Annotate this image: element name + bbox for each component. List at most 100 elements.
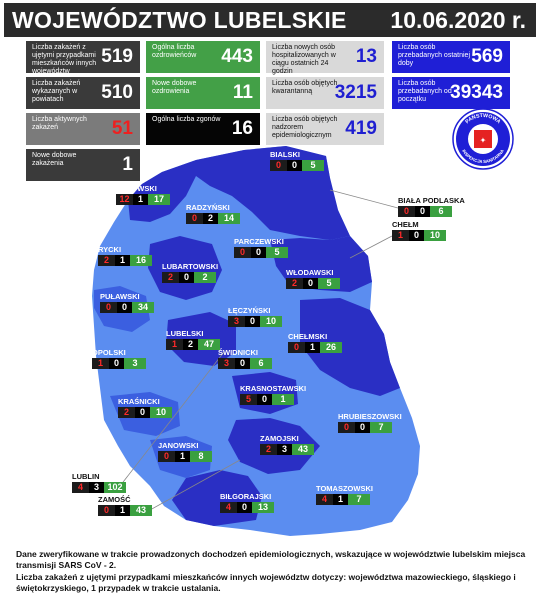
active-cases-box: 4 xyxy=(220,502,237,513)
active-cases-box: 0 xyxy=(186,213,203,224)
region-lublin: LUBLIN 4 3 102 xyxy=(72,472,126,493)
recovered-box: 10 xyxy=(260,316,282,327)
new-cases-box: 2 xyxy=(183,339,198,350)
region-name: RYCKI xyxy=(98,245,122,254)
region-name: ZAMOJSKI xyxy=(260,434,299,443)
active-cases-box: 0 xyxy=(234,247,251,258)
region-name: CHEŁMSKI xyxy=(288,332,328,341)
new-cases-box: 2 xyxy=(203,213,218,224)
svg-text:✦: ✦ xyxy=(480,136,487,145)
region-name: BIALSKI xyxy=(270,150,300,159)
region-lubelski: LUBELSKI 1 2 47 xyxy=(166,329,220,350)
recovered-box: 1 xyxy=(272,394,294,405)
region-name: ŁĘCZYŃSKI xyxy=(228,306,271,315)
new-cases-box: 1 xyxy=(115,255,130,266)
recovered-box: 6 xyxy=(430,206,452,217)
new-cases-box: 1 xyxy=(115,505,130,516)
sanitary-inspection-logo: ✦ PAŃSTWOWA INSPEKCJA SANITARNA xyxy=(452,108,514,170)
active-cases-box: 0 xyxy=(98,505,115,516)
region-name: LUBARTOWSKI xyxy=(162,262,219,271)
recovered-box: 5 xyxy=(302,160,324,171)
region-leczynski: ŁĘCZYŃSKI 3 0 10 xyxy=(228,306,282,327)
new-cases-box: 0 xyxy=(245,316,260,327)
region-pulawski: PUŁAWSKI 0 0 34 xyxy=(100,292,154,313)
recovered-box: 13 xyxy=(252,502,274,513)
region-name: CHEŁM xyxy=(392,220,419,229)
new-cases-box: 3 xyxy=(277,444,292,455)
active-cases-box: 5 xyxy=(240,394,257,405)
region-name: RADZYŃSKI xyxy=(186,203,230,212)
region-name: OPOLSKI xyxy=(92,348,126,357)
region-krasnicki: KRAŚNICKI 2 0 10 xyxy=(118,397,172,418)
recovered-box: 5 xyxy=(318,278,340,289)
region-name: HRUBIESZOWSKI xyxy=(338,412,402,421)
region-name: WŁODAWSKI xyxy=(286,268,334,277)
new-cases-box: 0 xyxy=(355,422,370,433)
new-cases-box: 0 xyxy=(251,247,266,258)
region-name: PUŁAWSKI xyxy=(100,292,140,301)
stat-quarantine: Liczba osób objętych kwarantanną 3215 xyxy=(266,77,384,109)
page-title: WOJEWÓDZTWO LUBELSKIE xyxy=(12,7,347,33)
region-name: LUBLIN xyxy=(72,472,100,481)
recovered-box: 26 xyxy=(320,342,342,353)
new-cases-box: 0 xyxy=(409,230,424,241)
stat-epidemiological-supervision: Liczba osób objętych nadzorem epidemiolo… xyxy=(266,113,384,145)
active-cases-box: 0 xyxy=(398,206,415,217)
active-cases-box: 2 xyxy=(98,255,115,266)
recovered-box: 7 xyxy=(348,494,370,505)
region-lukowski: ŁUKOWSKI 12 1 17 xyxy=(116,184,170,205)
active-cases-box: 2 xyxy=(286,278,303,289)
region-name: LUBELSKI xyxy=(166,329,204,338)
region-name: BIAŁA PODLASKA xyxy=(398,196,465,205)
new-cases-box: 0 xyxy=(235,358,250,369)
new-cases-box: 1 xyxy=(305,342,320,353)
region-name: ŁUKOWSKI xyxy=(116,184,157,193)
active-cases-box: 0 xyxy=(338,422,355,433)
recovered-box: 43 xyxy=(292,444,314,455)
recovered-box: 8 xyxy=(190,451,212,462)
new-cases-box: 0 xyxy=(179,272,194,283)
stat-tested-total: Liczba osób przebadanych od początku 393… xyxy=(392,77,510,109)
new-cases-box: 0 xyxy=(287,160,302,171)
region-chelmski: CHEŁMSKI 0 1 26 xyxy=(288,332,342,353)
footer-notes: Dane zweryfikowane w trakcie prowadzonyc… xyxy=(16,549,531,595)
new-cases-box: 1 xyxy=(333,494,348,505)
region-chelm: CHEŁM 1 0 10 xyxy=(392,220,446,241)
recovered-box: 16 xyxy=(130,255,152,266)
active-cases-box: 4 xyxy=(72,482,89,493)
recovered-box: 6 xyxy=(250,358,272,369)
active-cases-box: 12 xyxy=(116,194,133,205)
active-cases-box: 1 xyxy=(92,358,109,369)
active-cases-box: 4 xyxy=(316,494,333,505)
recovered-box: 47 xyxy=(198,339,220,350)
active-cases-box: 3 xyxy=(228,316,245,327)
stat-new-infections: Nowe dobowe zakażenia 1 xyxy=(26,149,140,181)
recovered-box: 14 xyxy=(218,213,240,224)
new-cases-box: 0 xyxy=(237,502,252,513)
stat-active-infections: Liczba aktywnych zakażeń 51 xyxy=(26,113,140,145)
map-region-lubartowski xyxy=(148,236,222,300)
region-bilgorajski: BIŁGORAJSKI 4 0 13 xyxy=(220,492,274,513)
region-name: TOMASZOWSKI xyxy=(316,484,373,493)
active-cases-box: 0 xyxy=(100,302,117,313)
stat-total-deaths: Ogólna liczba zgonów 16 xyxy=(146,113,260,145)
recovered-box: 7 xyxy=(370,422,392,433)
active-cases-box: 2 xyxy=(162,272,179,283)
stat-infections-powiaty: Liczba zakażeń wykazanych w powiatach 51… xyxy=(26,77,140,109)
footer-note-2: Liczba zakażeń z ujętymi przypadkami mie… xyxy=(16,572,516,593)
footer-note-1: Dane zweryfikowane w trakcie prowadzonyc… xyxy=(16,549,526,570)
region-zamojski: ZAMOJSKI 2 3 43 xyxy=(260,434,314,455)
new-cases-box: 0 xyxy=(303,278,318,289)
region-name: PARCZEWSKI xyxy=(234,237,284,246)
new-cases-box: 0 xyxy=(117,302,132,313)
region-name: ZAMOŚĆ xyxy=(98,495,131,504)
region-radzynski: RADZYŃSKI 0 2 14 xyxy=(186,203,240,224)
